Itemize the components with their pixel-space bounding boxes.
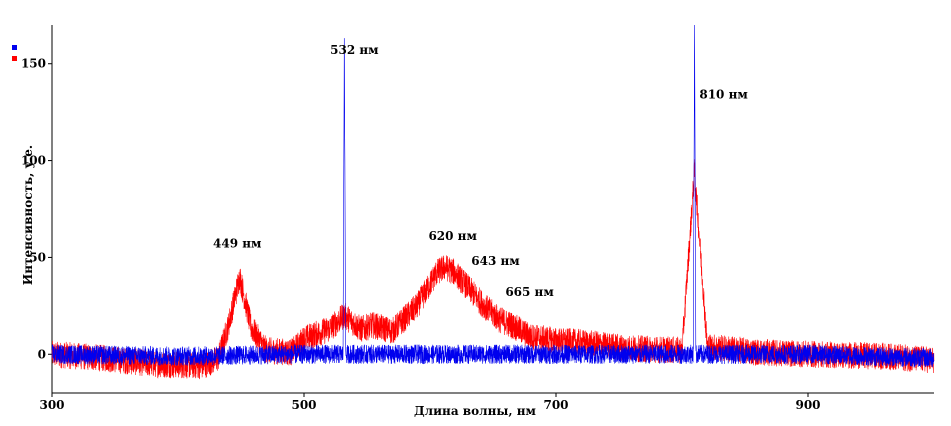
peak-annotation: 532 нм xyxy=(330,43,379,57)
annotations: 449 нм 532 нм 620 нм 643 нм 665 нм 810 нм xyxy=(213,43,748,299)
plot-area xyxy=(51,24,935,380)
peak-annotation: 810 нм xyxy=(699,88,748,102)
x-tick-label: 300 xyxy=(39,398,64,412)
peak-annotation: 620 нм xyxy=(428,229,477,243)
y-tick-label: 50 xyxy=(29,250,46,264)
legend xyxy=(12,45,17,61)
y-tick-label: 150 xyxy=(21,57,46,71)
series-line-1 xyxy=(51,24,935,368)
y-axis-label: Интенсивность, у.е. xyxy=(21,145,35,285)
x-tick-label: 700 xyxy=(543,398,568,412)
x-axis-label: Длина волны, нм xyxy=(414,404,537,418)
x-tick-label: 500 xyxy=(291,398,316,412)
peak-annotation: 643 нм xyxy=(471,254,520,268)
x-tick-label: 900 xyxy=(795,398,820,412)
peak-annotation: 665 нм xyxy=(505,285,554,299)
y-tick-label: 0 xyxy=(38,347,46,361)
legend-marker-blue xyxy=(12,45,17,50)
series-line-0 xyxy=(51,159,935,380)
x-ticks: 300 500 700 900 xyxy=(39,393,821,412)
legend-marker-red xyxy=(12,56,17,61)
peak-annotation: 449 нм xyxy=(213,237,262,251)
y-ticks: 0 50 100 150 xyxy=(21,57,52,361)
y-tick-label: 100 xyxy=(21,154,46,168)
